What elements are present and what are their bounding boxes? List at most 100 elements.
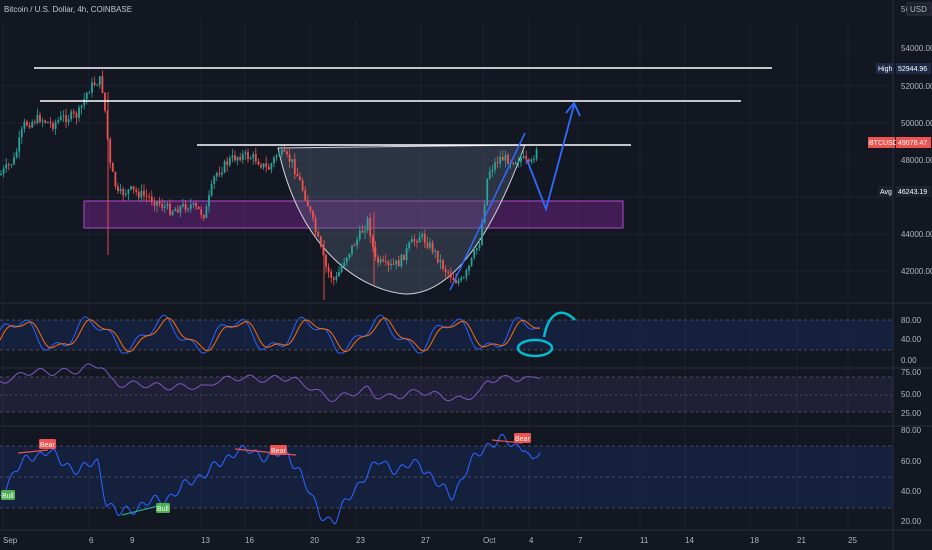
candle-body bbox=[65, 115, 67, 122]
candle-body bbox=[10, 164, 13, 166]
bear-badge[interactable]: Bear bbox=[39, 439, 56, 449]
candle-body bbox=[322, 246, 325, 256]
rsi-axis: 75.00 50.00 25.00 bbox=[901, 368, 922, 418]
bull-badge[interactable]: Bull bbox=[156, 503, 170, 513]
candle-body bbox=[96, 84, 99, 86]
candle-body bbox=[26, 121, 28, 126]
candle-body bbox=[343, 262, 346, 267]
avg-tag[interactable]: Avg 46243.19 bbox=[878, 186, 931, 197]
candle-body bbox=[241, 153, 244, 160]
candle-body bbox=[111, 163, 114, 172]
candle-body bbox=[312, 211, 314, 219]
candle-body bbox=[317, 232, 320, 237]
bull-badge[interactable]: Bull bbox=[1, 490, 15, 500]
candle-body bbox=[70, 111, 73, 120]
stoch-projection[interactable] bbox=[542, 311, 576, 338]
high-tag-label: High bbox=[878, 66, 893, 73]
chart-title: Bitcoin / U.S. Dollar, 4h, COINBASE bbox=[4, 5, 132, 14]
highlight-circle[interactable] bbox=[516, 338, 554, 358]
stoch-d-line bbox=[0, 317, 540, 353]
avg-tag-label: Avg bbox=[880, 189, 892, 196]
candle-body bbox=[501, 156, 504, 161]
candle-body bbox=[148, 196, 151, 198]
candle-body bbox=[478, 244, 481, 249]
time-tick: 7 bbox=[578, 536, 583, 545]
candle-body bbox=[291, 159, 294, 162]
candle-body bbox=[496, 162, 499, 164]
candle-body bbox=[127, 189, 130, 194]
trend-line[interactable] bbox=[449, 132, 526, 291]
candle-body bbox=[390, 263, 392, 266]
candle-body bbox=[98, 76, 101, 85]
svg-text:75.00: 75.00 bbox=[901, 368, 922, 377]
bear-badge[interactable]: Bear bbox=[514, 433, 531, 443]
stoch-k-line bbox=[0, 314, 541, 354]
candle-body bbox=[161, 204, 164, 208]
candle-body bbox=[488, 171, 491, 179]
candle-body bbox=[512, 162, 515, 164]
candle-body bbox=[434, 250, 437, 252]
rsi-band bbox=[0, 377, 893, 412]
cup-pattern[interactable] bbox=[277, 144, 526, 295]
candle-body bbox=[91, 82, 93, 93]
candle-body bbox=[379, 259, 382, 263]
candle-body bbox=[15, 151, 18, 158]
candle-body bbox=[221, 172, 223, 175]
high-tag[interactable]: High 52944.96 bbox=[876, 63, 931, 74]
candle-body bbox=[520, 157, 522, 163]
candle-body bbox=[332, 277, 335, 280]
projection-path[interactable] bbox=[526, 104, 575, 212]
support-zone[interactable] bbox=[83, 200, 624, 229]
time-tick: 18 bbox=[750, 536, 759, 545]
candle-body bbox=[382, 259, 385, 261]
candle-body bbox=[335, 276, 338, 280]
avg-tag-value: 46243.19 bbox=[898, 189, 927, 196]
candle-body bbox=[491, 169, 494, 172]
candle-body bbox=[392, 263, 395, 265]
projection-arrowhead bbox=[565, 101, 581, 117]
bear-badge[interactable]: Bear bbox=[270, 445, 287, 455]
candle-body bbox=[215, 173, 218, 177]
svg-text:40.00: 40.00 bbox=[901, 335, 922, 344]
time-tick: 16 bbox=[245, 536, 254, 545]
candle-body bbox=[338, 272, 340, 277]
candle-body bbox=[200, 209, 203, 215]
candle-body bbox=[431, 242, 434, 252]
price-tick: 44000.00 bbox=[901, 230, 932, 239]
candle-body bbox=[124, 193, 127, 196]
bear-badge-label: Bear bbox=[40, 442, 55, 449]
candle-body bbox=[314, 218, 317, 233]
price-axis[interactable]: 56 54000.00 52000.00 50000.00 48000.00 4… bbox=[901, 5, 932, 276]
svg-text:0.00: 0.00 bbox=[901, 356, 917, 365]
price-tick: 48000.00 bbox=[901, 156, 932, 165]
currency-label: USD bbox=[910, 5, 927, 14]
candle-body bbox=[447, 271, 450, 274]
currency-box[interactable] bbox=[906, 2, 932, 16]
candle-body bbox=[150, 196, 153, 202]
candle-body bbox=[309, 206, 312, 212]
candle-body bbox=[533, 159, 535, 161]
candle-body bbox=[416, 241, 418, 243]
bull-divergence-line bbox=[121, 504, 163, 516]
time-axis[interactable]: Sep 6 9 13 16 20 23 27 Oct 4 7 11 14 18 21 25 bbox=[3, 536, 857, 545]
bull-badge-label: Bull bbox=[157, 506, 169, 513]
candle-body bbox=[535, 149, 538, 160]
symbol-tag[interactable]: BTCUSD 49078.47 bbox=[868, 137, 931, 148]
candle-body bbox=[325, 255, 327, 268]
candle-body bbox=[169, 203, 171, 215]
time-tick: 11 bbox=[640, 536, 649, 545]
candle-body bbox=[23, 121, 26, 129]
candle-body bbox=[517, 162, 520, 164]
candle-body bbox=[327, 267, 330, 272]
candle-body bbox=[413, 239, 416, 242]
candle-body bbox=[296, 174, 299, 177]
symbol-tag-label: BTCUSD bbox=[869, 140, 898, 147]
candle-body bbox=[494, 162, 496, 170]
candle-body bbox=[231, 155, 234, 158]
candle-body bbox=[28, 125, 31, 128]
candle-body bbox=[158, 201, 161, 205]
candle-body bbox=[530, 159, 533, 162]
candle-body bbox=[361, 230, 364, 233]
